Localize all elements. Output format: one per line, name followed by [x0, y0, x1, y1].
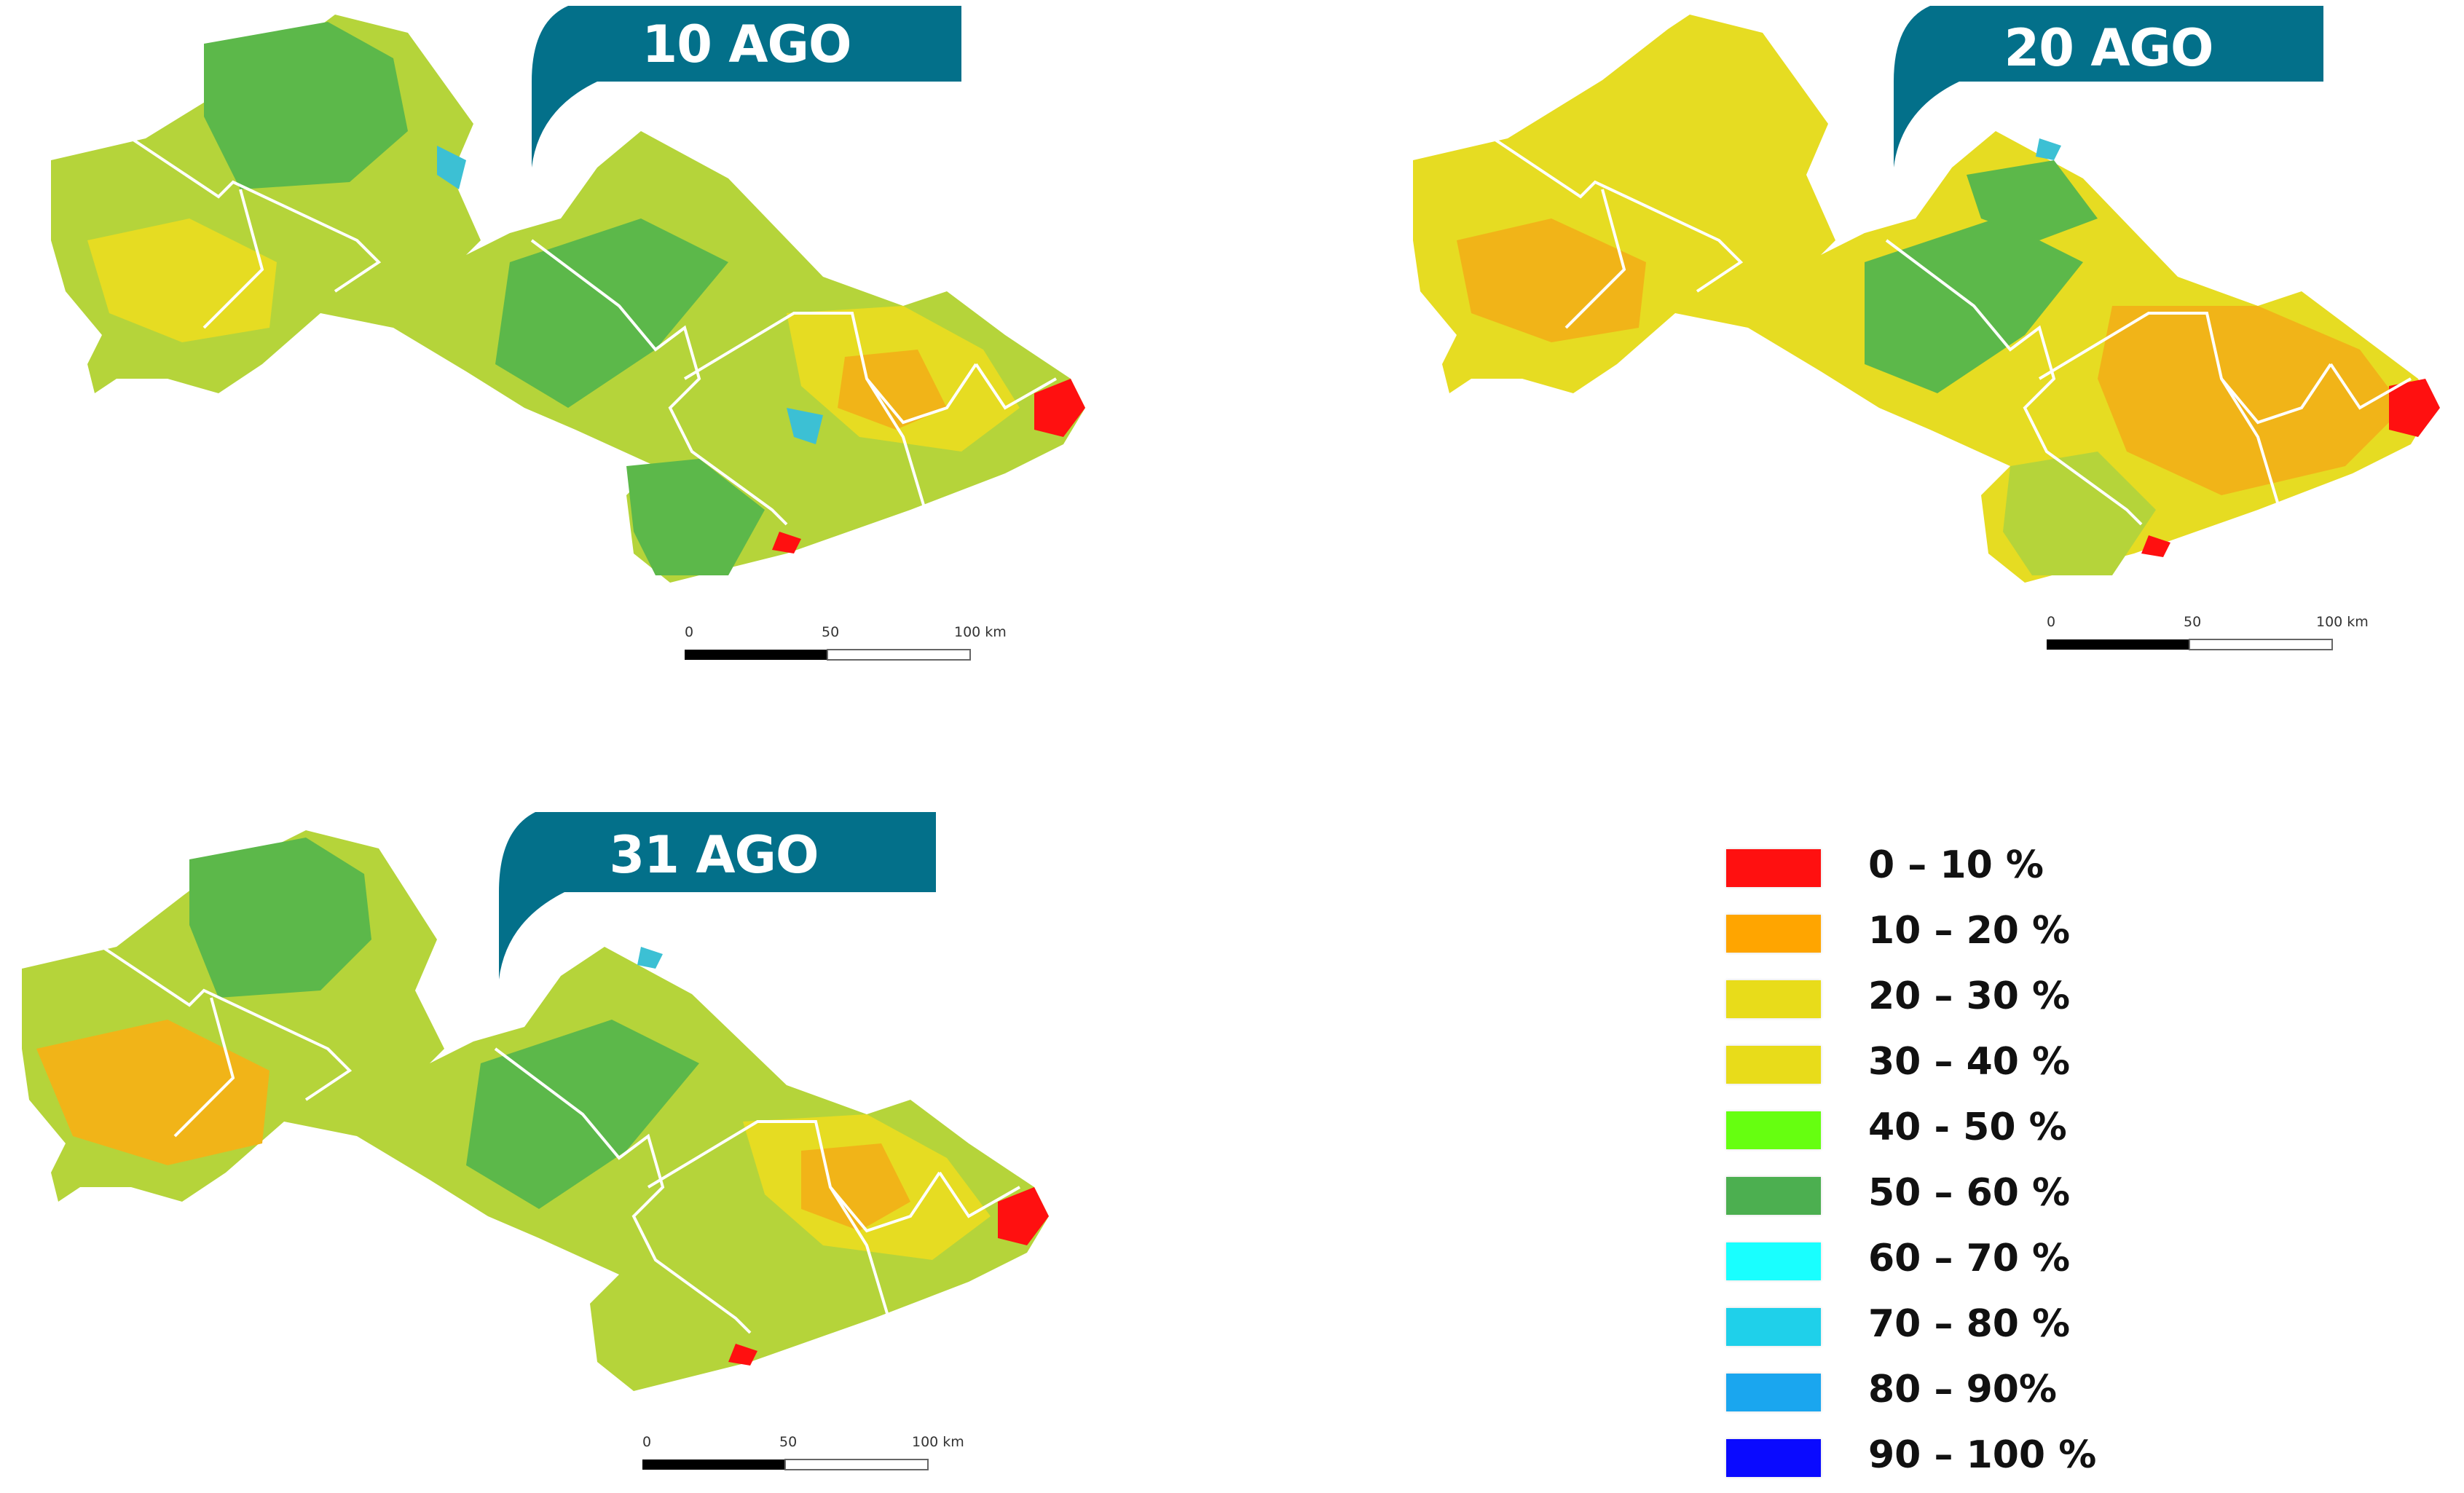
legend-swatch	[1726, 1242, 1821, 1280]
province-boundaries	[1492, 137, 2412, 526]
legend-swatch	[1726, 980, 1821, 1018]
legend-swatch	[1726, 1177, 1821, 1215]
scale-bar-31-ago	[642, 1459, 929, 1470]
legend-item: 10 – 20 %	[1726, 903, 2178, 969]
scale-label-0: 0	[2047, 614, 2055, 630]
scale-label-50: 50	[822, 624, 839, 640]
date-label-31-ago: 31 AGO	[610, 825, 819, 885]
legend-swatch	[1726, 1439, 1821, 1477]
scale-label-50: 50	[2184, 614, 2201, 630]
scale-label-0: 0	[685, 624, 693, 640]
legend-label: 50 – 60 %	[1868, 1171, 2071, 1215]
scale-bar-20-ago	[2047, 639, 2333, 650]
map-region-shape	[51, 15, 1085, 583]
scale-label-100-km: 100 km	[2316, 614, 2369, 630]
date-label-10-ago: 10 AGO	[642, 15, 851, 74]
map-region-shape	[1413, 15, 2440, 583]
scale-bar-10-ago	[685, 649, 971, 661]
legend-swatch	[1726, 1308, 1821, 1346]
province-boundaries	[130, 137, 1057, 526]
legend-label: 40 - 50 %	[1868, 1106, 2067, 1149]
date-tab-20-ago	[1894, 6, 2323, 168]
legend-label: 60 – 70 %	[1868, 1237, 2071, 1280]
legend-swatch	[1726, 1046, 1821, 1084]
legend-swatch	[1726, 915, 1821, 953]
legend-item: 40 - 50 %	[1726, 1100, 2178, 1165]
legend-label: 20 – 30 %	[1868, 974, 2071, 1018]
legend-item: 20 – 30 %	[1726, 969, 2178, 1034]
legend-label: 30 – 40 %	[1868, 1040, 2071, 1084]
scale-label-0: 0	[642, 1434, 651, 1450]
legend-label: 10 – 20 %	[1868, 909, 2071, 953]
legend-item: 90 – 100 %	[1726, 1427, 2178, 1493]
scale-label-100-km: 100 km	[912, 1434, 964, 1450]
legend-item: 60 – 70 %	[1726, 1231, 2178, 1296]
scale-label-100-km: 100 km	[954, 624, 1007, 640]
legend-swatch	[1726, 1374, 1821, 1411]
legend: 0 – 10 % 10 – 20 % 20 – 30 % 30 – 40 % 4…	[1726, 838, 2178, 1493]
legend-label: 80 – 90%	[1868, 1368, 2058, 1411]
date-label-20-ago: 20 AGO	[2004, 18, 2213, 78]
province-boundaries	[101, 945, 1020, 1334]
legend-swatch	[1726, 849, 1821, 887]
legend-swatch	[1726, 1111, 1821, 1149]
legend-item: 70 – 80 %	[1726, 1296, 2178, 1362]
scale-label-50: 50	[779, 1434, 797, 1450]
legend-label: 70 – 80 %	[1868, 1302, 2071, 1346]
legend-item: 30 – 40 %	[1726, 1034, 2178, 1100]
legend-item: 80 – 90%	[1726, 1362, 2178, 1427]
legend-item: 0 – 10 %	[1726, 838, 2178, 903]
map-region-shape	[22, 830, 1049, 1391]
legend-item: 50 – 60 %	[1726, 1165, 2178, 1231]
date-tab-10-ago	[532, 6, 961, 168]
legend-label: 0 – 10 %	[1868, 843, 2044, 887]
legend-label: 90 – 100 %	[1868, 1433, 2097, 1477]
date-tab-31-ago	[499, 812, 936, 980]
